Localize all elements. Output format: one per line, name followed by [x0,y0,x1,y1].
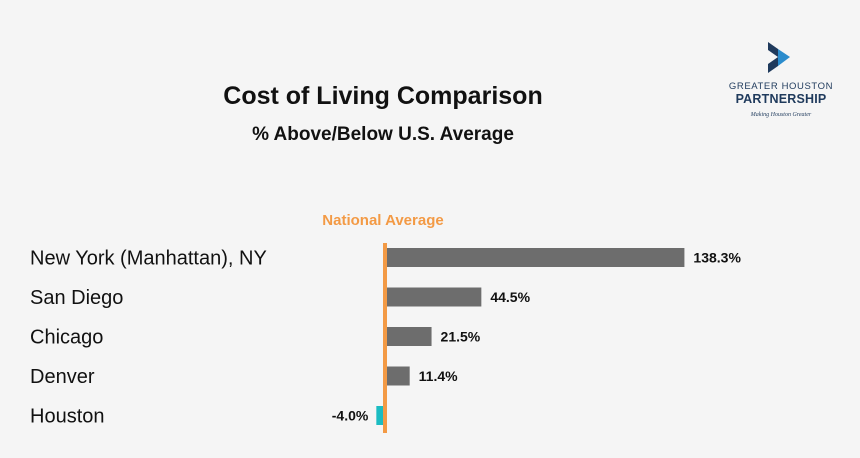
value-label: 21.5% [441,329,481,345]
bar [385,327,432,346]
logo-text-greater-houston: GREATER HOUSTON [729,81,833,92]
national-average-label: National Average [322,212,443,229]
chart-title: Cost of Living Comparison [223,82,542,110]
value-label: 138.3% [693,250,741,266]
bar [385,248,685,267]
logo-text-partnership: PARTNERSHIP [736,92,827,106]
value-label: -4.0% [332,408,369,424]
category-label: Chicago [30,327,103,349]
category-label: San Diego [30,287,123,309]
value-label: 44.5% [490,289,530,305]
category-label: New York (Manhattan), NY [30,248,267,270]
logo-tagline: Making Houston Greater [750,112,812,118]
partnership-logo: GREATER HOUSTON PARTNERSHIP Making Houst… [729,42,833,118]
chart-subtitle: % Above/Below U.S. Average [252,124,514,145]
category-label: Houston [30,406,105,428]
value-label: 11.4% [419,368,458,384]
category-label: Denver [30,366,95,388]
plot-area: New York (Manhattan), NY 138.3% San Diego 4… [30,212,741,433]
greater-houston-partnership-logo-icon [768,42,790,73]
bar [385,366,410,386]
bar [376,406,385,425]
bar [385,287,482,307]
